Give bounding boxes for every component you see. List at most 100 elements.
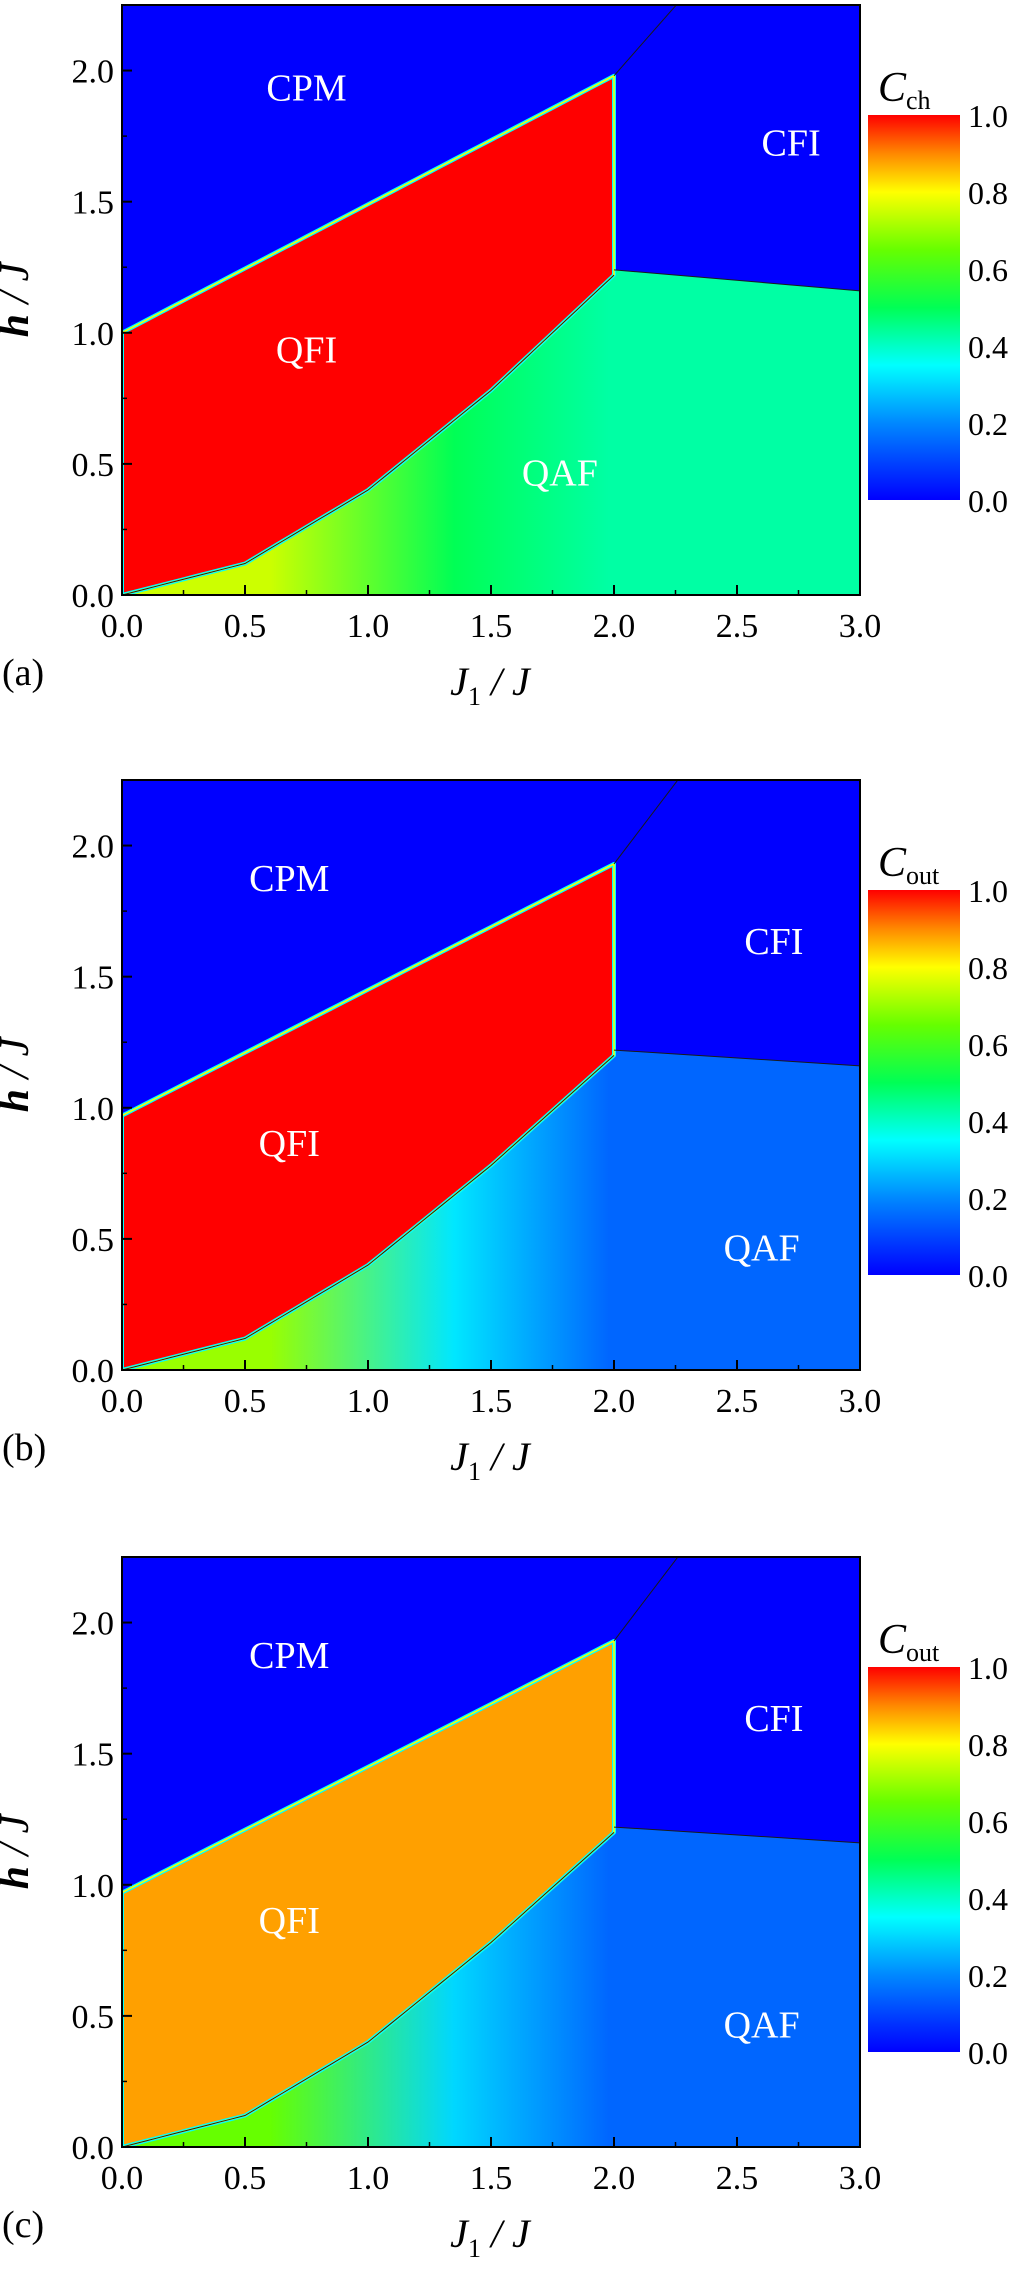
x-tick-label: 1.0 xyxy=(347,2160,390,2197)
y-tick-label: 0.5 xyxy=(72,1222,115,1259)
region-label: CFI xyxy=(744,921,803,963)
qaf-region xyxy=(122,269,860,595)
y-tick-label: 1.0 xyxy=(72,1091,115,1128)
colorbar-title: Cout xyxy=(878,840,940,890)
colorbar-title: Cch xyxy=(878,65,931,115)
colorbar-tick-label: 0.2 xyxy=(968,1181,1008,1217)
x-tick-label: 0.5 xyxy=(224,1383,267,1420)
colorbar-tick-label: 1.0 xyxy=(968,1650,1008,1686)
region-label: QAF xyxy=(522,453,598,495)
y-tick-label: 0.0 xyxy=(72,2130,115,2167)
panel-b: CPM CFI QFI QAF 0.0 0.5 1.0 1.5 2.0 2.5 3.0 0.0 0.5 1… xyxy=(0,779,1008,1486)
colorbar: 1.0 0.8 0.6 0.4 0.2 0.0 Cout xyxy=(868,1617,1008,2071)
qaf-region xyxy=(122,1827,860,2147)
region-label: CPM xyxy=(249,858,329,900)
cfi-qaf-boundary xyxy=(613,269,860,292)
colorbar-tick-label: 1.0 xyxy=(968,873,1008,909)
y-tick-label: 2.0 xyxy=(72,54,115,91)
y-tick-label: 0.5 xyxy=(72,1999,115,2036)
cfi-qaf-boundary xyxy=(613,1049,860,1067)
plot-area xyxy=(122,5,860,595)
colorbar-title: Cout xyxy=(878,1617,940,1667)
qfi-qaf-boundary xyxy=(122,1831,615,2147)
region-label: CPM xyxy=(249,1635,329,1677)
region-label: QAF xyxy=(724,1228,800,1270)
colorbar-gradient xyxy=(868,1667,960,2052)
colorbar-gradient xyxy=(868,115,960,500)
plot-area xyxy=(122,1557,860,2147)
colorbar-tick-label: 0.4 xyxy=(968,1881,1008,1917)
x-tick-label: 1.0 xyxy=(347,1383,390,1420)
x-tick-label: 2.5 xyxy=(716,2160,759,2197)
colorbar-tick-label: 0.0 xyxy=(968,1258,1008,1294)
x-tick-label: 2.5 xyxy=(716,608,759,645)
colorbar-tick-label: 0.2 xyxy=(968,1958,1008,1994)
qfi-qaf-boundary xyxy=(122,1054,615,1370)
colorbar-gradient xyxy=(868,890,960,1275)
x-axis-label: J1 / J xyxy=(450,1434,532,1486)
colorbar-tick-label: 0.4 xyxy=(968,1104,1008,1140)
colorbar-tick-label: 0.6 xyxy=(968,1027,1008,1063)
y-tick-label: 0.0 xyxy=(72,1353,115,1390)
y-tick-label: 0.0 xyxy=(72,578,115,615)
y-axis-label: h / J xyxy=(0,1812,38,1889)
region-label: QAF xyxy=(724,2005,800,2047)
cfi-qaf-boundary xyxy=(613,1826,860,1844)
qaf-region xyxy=(122,1050,860,1370)
y-tick-label: 2.0 xyxy=(72,829,115,866)
panel-label: (a) xyxy=(2,652,44,694)
panel-c: CPM CFI QFI QAF 0.0 0.5 1.0 1.5 2.0 2.5 3.0 0.0 0.5 1… xyxy=(0,1556,1008,2263)
region-label: CFI xyxy=(762,122,821,164)
region-label: QFI xyxy=(259,1900,320,1942)
panel-label: (c) xyxy=(2,2204,44,2246)
x-tick-label: 0.5 xyxy=(224,608,267,645)
x-tick-label: 3.0 xyxy=(839,608,882,645)
colorbar-tick-label: 0.6 xyxy=(968,1804,1008,1840)
colorbar-tick-label: 0.4 xyxy=(968,329,1008,365)
colorbar-tick-label: 0.8 xyxy=(968,175,1008,211)
cpm-cfi-boundary xyxy=(613,1557,679,1642)
y-tick-label: 1.0 xyxy=(72,1868,115,1905)
y-tick-label: 1.0 xyxy=(72,316,115,353)
x-tick-label: 2.5 xyxy=(716,1383,759,1420)
y-tick-label: 2.0 xyxy=(72,1606,115,1643)
y-tick-label: 1.5 xyxy=(72,1737,115,1774)
x-tick-label: 0.0 xyxy=(101,2160,144,2197)
region-label: QFI xyxy=(276,329,337,371)
x-tick-label: 2.0 xyxy=(593,608,636,645)
x-tick-label: 1.5 xyxy=(470,1383,513,1420)
x-tick-label: 3.0 xyxy=(839,2160,882,2197)
x-tick-label: 0.5 xyxy=(224,2160,267,2197)
x-tick-label: 2.0 xyxy=(593,2160,636,2197)
x-axis-label: J1 / J xyxy=(450,2211,532,2263)
x-tick-label: 2.0 xyxy=(593,1383,636,1420)
colorbar-tick-label: 0.6 xyxy=(968,252,1008,288)
colorbar-tick-label: 0.8 xyxy=(968,950,1008,986)
y-tick-label: 1.5 xyxy=(72,960,115,997)
region-label: CPM xyxy=(266,67,346,109)
y-axis-label: h / J xyxy=(0,1035,38,1112)
panel-a: CPM CFI QFI QAF 0.0 0.5 1.0 1.5 2.0 2.5 3.0 0.0 0.5 1… xyxy=(0,4,1008,711)
plot-area xyxy=(122,780,860,1370)
y-axis-label: h / J xyxy=(0,260,38,337)
x-tick-label: 1.5 xyxy=(470,608,513,645)
x-tick-label: 1.0 xyxy=(347,608,390,645)
colorbar-tick-label: 0.2 xyxy=(968,406,1008,442)
region-label: QFI xyxy=(259,1123,320,1165)
colorbar-tick-label: 1.0 xyxy=(968,98,1008,134)
y-tick-label: 0.5 xyxy=(72,447,115,484)
x-tick-label: 0.0 xyxy=(101,1383,144,1420)
colorbar-tick-label: 0.0 xyxy=(968,2035,1008,2071)
x-tick-label: 0.0 xyxy=(101,608,144,645)
x-tick-label: 1.5 xyxy=(470,2160,513,2197)
region-label: CFI xyxy=(744,1698,803,1740)
y-tick-label: 1.5 xyxy=(72,185,115,222)
colorbar: 1.0 0.8 0.6 0.4 0.2 0.0 Cout xyxy=(868,840,1008,1294)
panel-label: (b) xyxy=(2,1427,46,1469)
colorbar: 1.0 0.8 0.6 0.4 0.2 0.0 Cch xyxy=(868,65,1008,519)
x-tick-label: 3.0 xyxy=(839,1383,882,1420)
x-axis-label: J1 / J xyxy=(450,659,532,711)
qfi-qaf-boundary xyxy=(122,274,615,595)
